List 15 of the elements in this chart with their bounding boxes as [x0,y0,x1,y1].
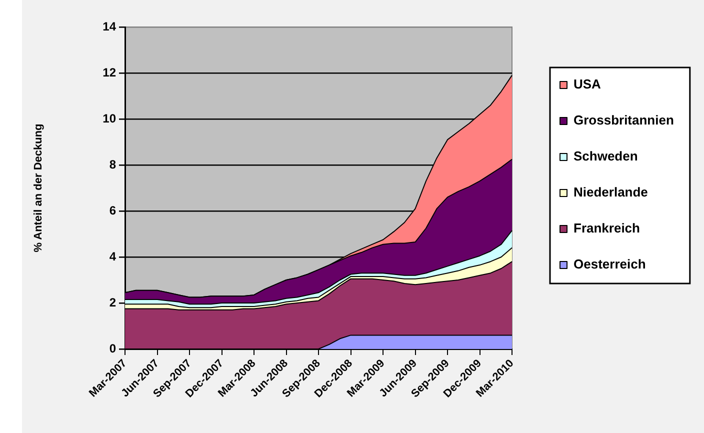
y-axis-title: % Anteil an der Deckung [32,124,45,252]
legend-label: USA [574,76,602,92]
legend-label: Frankreich [574,220,640,236]
y-tick-label: 14 [102,19,116,34]
y-tick-label: 6 [109,203,116,218]
y-tick-label: 2 [109,295,116,310]
y-tick-label: 0 [109,341,116,356]
legend-label: Niederlande [574,184,648,200]
y-tick-label: 8 [109,157,116,172]
legend-label: Oesterreich [574,256,646,272]
y-tick-label: 12 [102,65,116,80]
legend-label: Schweden [574,148,638,164]
legend-label: Grossbritannien [574,112,674,128]
y-tick-label: 10 [102,111,116,126]
y-tick-label: 4 [109,249,116,264]
